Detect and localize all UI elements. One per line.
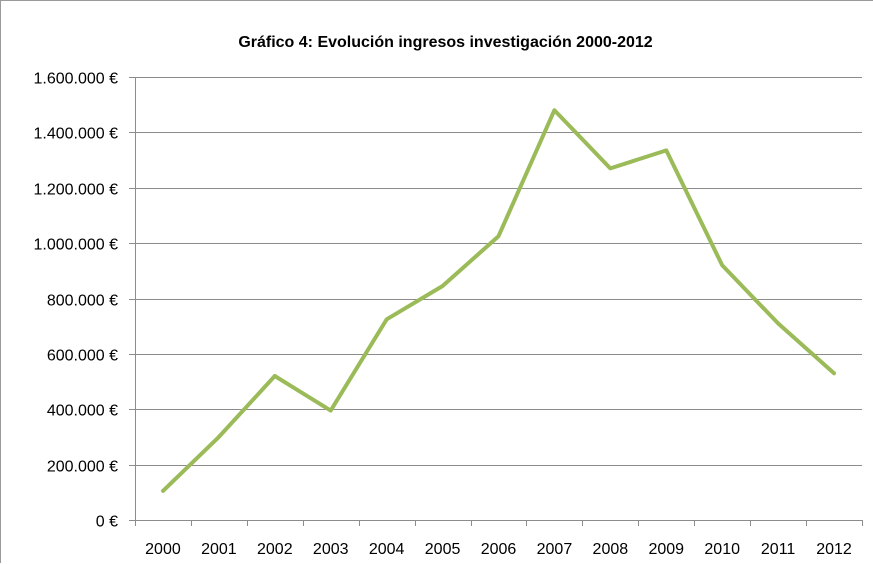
x-tick-label: 2000	[145, 541, 181, 558]
x-tick-label: 2006	[481, 541, 517, 558]
x-tick-label: 2009	[648, 541, 684, 558]
x-tick-label: 2001	[201, 541, 237, 558]
y-tick-label: 400.000 €	[47, 403, 118, 420]
y-tick-label: 1.200.000 €	[33, 182, 118, 199]
series-line	[163, 110, 834, 491]
x-tick-label: 2004	[369, 541, 405, 558]
x-tick-label: 2010	[704, 541, 740, 558]
y-tick-label: 1.600.000 €	[33, 71, 118, 88]
y-tick-label: 1.400.000 €	[33, 126, 118, 143]
y-tick-label: 0 €	[96, 514, 118, 531]
x-tick-label: 2007	[537, 541, 573, 558]
x-tick-label: 2011	[761, 541, 796, 558]
x-tick-label: 2002	[257, 541, 293, 558]
x-tick-label: 2008	[593, 541, 629, 558]
y-tick-label: 600.000 €	[47, 348, 118, 365]
y-tick-label: 1.000.000 €	[33, 237, 118, 254]
y-tick-label: 200.000 €	[47, 459, 118, 476]
x-tick-label: 2005	[425, 541, 461, 558]
x-tick-label: 2003	[313, 541, 349, 558]
y-tick-label: 800.000 €	[47, 293, 118, 310]
x-tick-label: 2012	[816, 541, 852, 558]
